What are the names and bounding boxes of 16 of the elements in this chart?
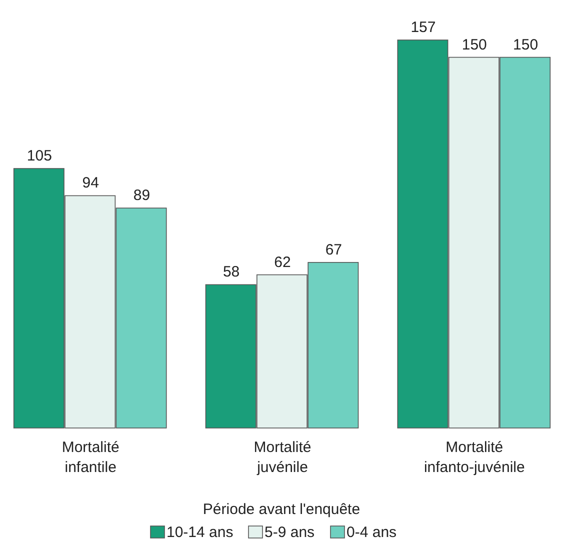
legend-label: 0-4 ans [346,524,397,541]
data-label: 67 [325,241,342,258]
data-label: 105 [26,148,52,165]
data-label: 94 [82,174,99,192]
x-tick-label: Mortalité juvénile [254,439,312,476]
data-label: 150 [513,36,538,54]
data-label: 89 [133,187,150,204]
x-tick-label: Mortalité infanto-juvénile [424,439,525,476]
legend-title: Période avant l'enquête [202,501,360,518]
legend-label: 10-14 ans [166,524,234,541]
data-label: 62 [274,254,291,271]
x-tick-label: Mortalité infantile [62,439,120,476]
data-label: 150 [462,36,487,54]
data-label: 157 [410,19,436,36]
data-label: 58 [222,264,240,281]
legend-label: 5-9 ans [264,524,315,541]
